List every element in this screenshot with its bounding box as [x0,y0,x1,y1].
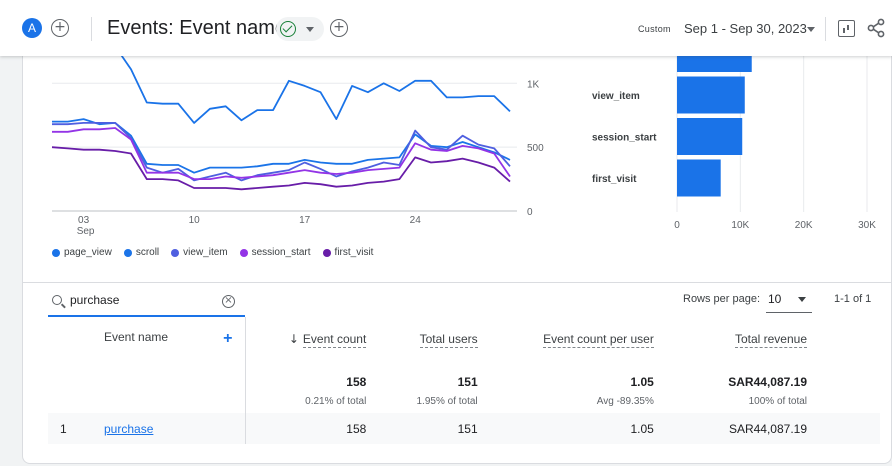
customize-report-icon[interactable] [838,20,855,37]
total-per-user-avg: Avg -89.35% [596,396,654,407]
top-bar: A + Events: Event name + Custom Sep 1 - … [0,0,892,56]
chart-legend: page_view scroll view_item session_start fir… [52,247,373,258]
table-header: Event name + ↓ Event count Total users Ev… [48,317,880,361]
arrow-down-icon: ↓ [288,332,299,346]
legend-swatch [171,248,180,257]
series-line-page-view [51,32,511,124]
bar-scroll [677,56,752,72]
event-name-header: Event name [104,330,169,344]
total-event-count: 158 [346,375,367,389]
per-user-header[interactable]: Event count per user [543,332,654,348]
date-range-picker[interactable]: Sep 1 - Sep 30, 2023 [684,21,807,36]
total-users-header[interactable]: Total users [419,332,478,348]
x-tick-label: 24 [410,215,422,226]
check-circle-icon [280,21,296,37]
custom-badge: Custom [638,24,671,34]
legend-label: session_start [251,247,311,258]
bar-first-visit [677,159,721,197]
column-revenue[interactable]: Total revenue [666,317,880,361]
bar-view-item [677,76,745,114]
events-table: Event name + ↓ Event count Total users Ev… [48,317,880,444]
column-event-count[interactable]: ↓ Event count [245,317,378,361]
legend-label: view_item [183,247,228,258]
bar-session-start [677,118,743,155]
add-dimension-icon[interactable]: + [223,330,233,347]
x-tick-label: 03 [78,215,90,226]
cell-per-user: 1.05 [489,413,666,444]
event-name-link[interactable]: purchase [104,421,154,436]
x-tick-label: 30K [858,220,876,231]
bar-category-label: session_start [592,133,657,144]
series-line-view-item [52,122,511,182]
divider [91,17,92,41]
bar-category-label: view_item [592,91,640,102]
page-title: Events: Event name [107,17,286,39]
column-per-user[interactable]: Event count per user [490,317,666,361]
chevron-down-icon[interactable] [807,27,815,32]
event-count-header[interactable]: Event count [302,332,367,348]
series-line-session-start [52,127,511,181]
legend-item-session-start[interactable]: session_start [239,247,311,258]
divider [825,17,826,41]
legend-swatch [123,248,132,257]
divider [22,282,892,283]
search-value[interactable]: purchase [70,293,120,307]
legend-item-first-visit[interactable]: first_visit [322,247,374,258]
rows-per-page-label: Rows per page: [683,293,761,305]
x-tick-sublabel: Sep [77,226,95,237]
chevron-down-icon [798,297,806,302]
x-tick-label: 10 [189,215,201,226]
y-tick-label: 1K [527,79,540,90]
legend-label: first_visit [334,247,374,258]
x-tick-label: 10K [731,220,749,231]
clear-icon[interactable]: × [222,295,235,308]
total-revenue: SAR44,087.19 [728,375,807,389]
table-row[interactable]: 1 purchase 158 151 1.05 SAR44,087.19 [48,413,880,444]
pagination-range: 1-1 of 1 [834,293,872,305]
add-filter-icon[interactable]: + [330,19,348,37]
total-event-count-share: 0.21% of total [305,396,367,407]
legend-swatch [322,248,331,257]
rows-per-page-value: 10 [768,292,782,306]
chevron-down-icon [306,27,314,32]
legend-item-view-item[interactable]: view_item [171,247,228,258]
y-tick-label: 500 [527,143,544,154]
x-tick-label: 0 [674,220,680,231]
column-event-name: Event name + [92,317,246,361]
legend-item-page-view[interactable]: page_view [52,247,112,258]
total-users: 151 [457,375,478,389]
cell-event-count: 158 [245,413,379,444]
total-revenue-share: 100% of total [748,396,807,407]
search-icon [52,295,62,305]
totals-row: 158 0.21% of total 151 1.95% of total 1.… [48,361,880,413]
x-tick-label: 17 [299,215,311,226]
legend-item-scroll[interactable]: scroll [123,247,160,258]
search-input[interactable]: purchase × [48,289,245,317]
legend-label: page_view [64,247,112,258]
revenue-header[interactable]: Total revenue [734,332,807,348]
status-chip[interactable] [276,17,324,41]
add-comparison-icon[interactable]: + [51,19,69,37]
legend-swatch [239,248,248,257]
total-per-user: 1.05 [630,375,654,389]
row-index: 1 [48,413,92,444]
legend-swatch [52,248,60,257]
cell-total-users: 151 [378,413,490,444]
rows-per-page-select[interactable]: 10 [766,289,812,313]
bar-category-label: first_visit [592,174,637,185]
cell-revenue: SAR44,087.19 [665,413,880,444]
series-line-scroll [52,118,511,174]
legend-label: scroll [135,247,160,258]
share-icon[interactable] [866,18,886,38]
series-line-first-visit [51,146,511,191]
avatar[interactable]: A [22,18,42,38]
column-total-users[interactable]: Total users [378,317,489,361]
x-tick-label: 20K [795,220,813,231]
total-users-share: 1.95% of total [416,396,478,407]
y-tick-label: 0 [527,207,533,218]
